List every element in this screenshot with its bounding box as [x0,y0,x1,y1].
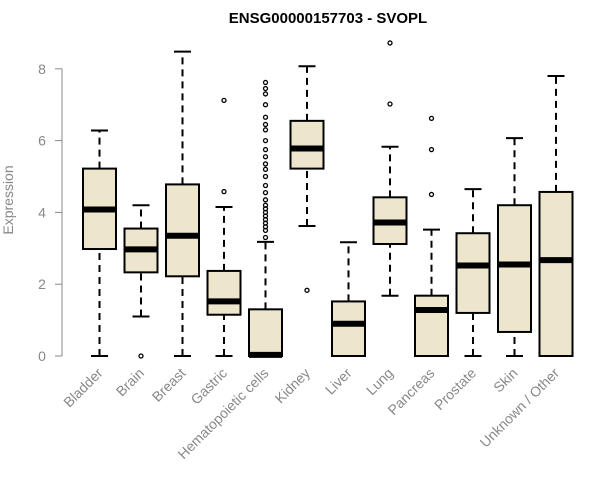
outlier-point [428,115,435,121]
outlier-point [262,127,269,133]
x-category-label: Bladder [60,365,106,411]
outlier-point [138,353,144,359]
box-pancreas [414,115,449,357]
x-category-label: Brain [113,365,147,399]
x-category-label: Skin [490,365,521,396]
y-axis: 0 2 4 6 8 [38,61,63,364]
plot-area [82,40,574,359]
outlier-point [262,146,269,153]
y-tick-label: 4 [38,204,46,220]
box-kidney [289,65,325,293]
x-category-label: Lung [363,365,396,398]
outlier-point [262,197,269,203]
outlier-point [262,190,269,196]
outlier-point [304,287,310,293]
box-brain [123,204,159,359]
outlier-point [262,161,269,167]
y-tick-label: 0 [38,348,46,364]
outlier-point [262,202,269,208]
box-skin [497,137,532,357]
outlier-point [262,79,269,86]
box-unknown-other [538,74,574,357]
outlier-point [428,146,435,153]
outlier-point [262,121,269,128]
outlier-point [221,188,227,195]
outlier-point [262,182,269,189]
y-axis-label: Expression [0,165,16,234]
outlier-point [262,154,269,160]
outlier-point [387,40,393,46]
outlier-point [262,85,269,92]
x-category-label: Prostate [431,365,479,413]
x-category-label: Unknown / Other [477,365,563,451]
outlier-point [262,234,269,241]
y-tick-label: 6 [38,133,46,149]
iqr-box [289,119,325,170]
iqr-box [248,308,283,357]
chart-title: ENSG00000157703 - SVOPL [229,10,427,27]
outlier-point [262,166,269,172]
x-category-label: Liver [322,365,355,398]
iqr-box [331,300,366,358]
x-category-label: Kidney [272,365,314,407]
box-prostate [455,188,491,357]
iqr-box [206,269,242,316]
outlier-point [262,173,269,180]
box-breast [165,50,200,357]
box-hematopoietic-cells [248,79,283,358]
box-liver [331,241,366,358]
outlier-point [262,102,269,108]
outlier-point [262,91,269,97]
outlier-point [387,101,393,107]
box-lung [372,40,408,297]
iqr-box [497,204,532,333]
y-tick-label: 8 [38,61,46,77]
outlier-point [221,97,227,104]
box-bladder [82,129,117,357]
outlier-point [428,191,435,198]
iqr-box [165,183,200,278]
iqr-box [414,294,449,357]
iqr-box [538,190,574,357]
box-gastric [206,97,242,357]
outlier-point [262,114,269,120]
outlier-point [262,137,269,144]
x-category-label: Breast [149,365,189,405]
y-tick-label: 2 [38,276,46,292]
iqr-box [455,232,491,314]
